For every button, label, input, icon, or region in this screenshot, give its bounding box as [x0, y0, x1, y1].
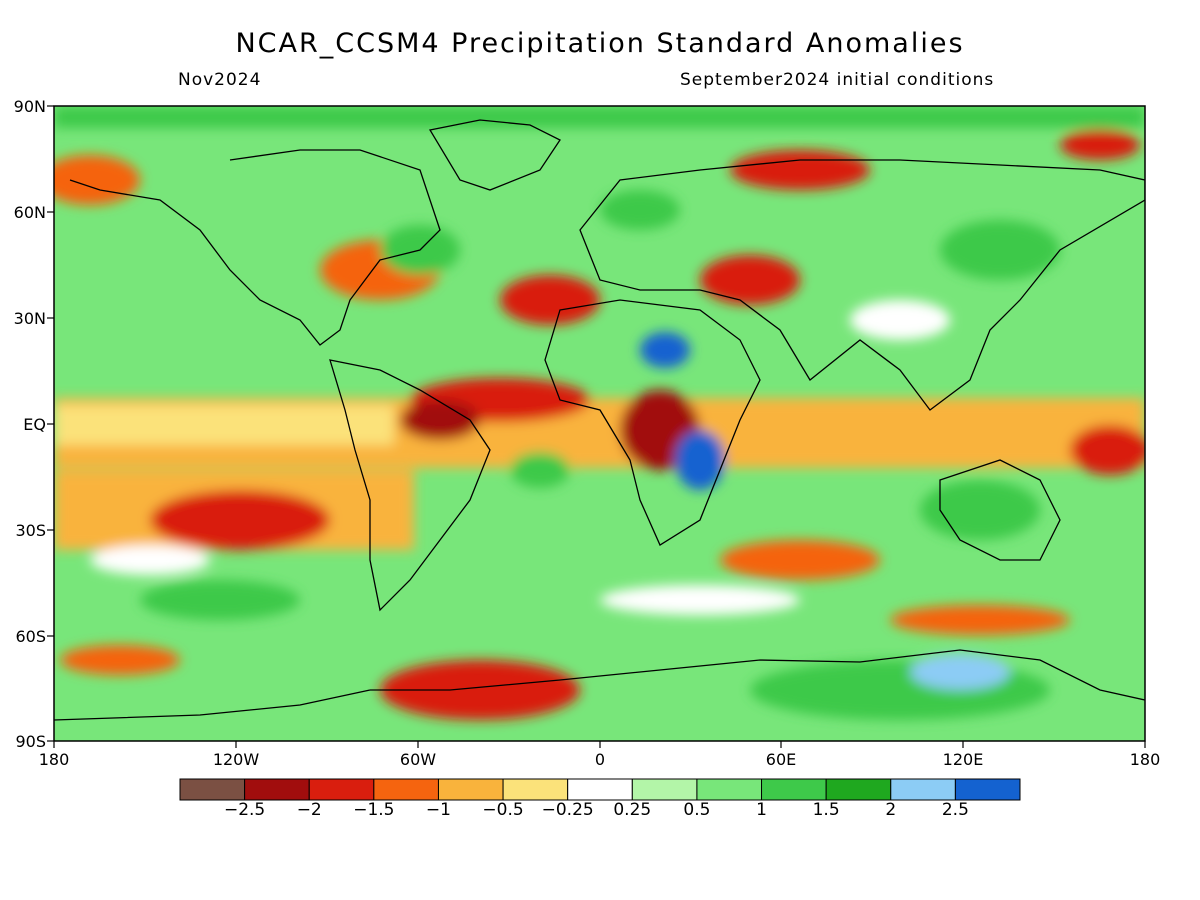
colorbar-label: −0.25: [541, 800, 594, 820]
colorbar-label: 2: [885, 800, 897, 820]
lat-label-90s: 90S: [15, 732, 46, 751]
colorbar-label: −0.5: [482, 800, 524, 820]
lat-label-90n: 90N: [13, 97, 46, 116]
colorbar-label: −2: [296, 800, 322, 820]
colorbar-swatch: [244, 778, 310, 801]
colorbar-label: 0.5: [683, 800, 711, 820]
colorbar-swatch: [890, 778, 956, 801]
valid-month-label: Nov2024: [178, 70, 262, 90]
colorbar: [179, 778, 1021, 801]
colorbar-label: 1: [756, 800, 767, 820]
colorbar-swatch: [631, 778, 698, 801]
lon-label-60w: 60W: [399, 750, 437, 769]
lat-label-30s: 30S: [15, 521, 46, 540]
coastlines: [54, 119, 1145, 721]
lat-label-30n: 30N: [13, 309, 46, 328]
colorbar-label: −2.5: [223, 800, 266, 820]
colorbar-swatch: [761, 778, 827, 801]
colorbar-swatch: [696, 778, 763, 801]
colorbar-label: −1: [425, 800, 451, 820]
lat-label-60s: 60S: [15, 627, 46, 646]
lat-label-60n: 60N: [13, 203, 46, 222]
colorbar-label: 0.25: [613, 800, 652, 820]
colorbar-swatch: [567, 778, 633, 801]
lon-label-120e: 120E: [942, 750, 984, 769]
colorbar-label: −1.5: [353, 800, 395, 820]
colorbar-swatch: [179, 778, 246, 801]
anomaly-field: [54, 106, 1145, 741]
initial-conditions-label: September2024 initial conditions: [680, 70, 995, 90]
lon-label-120w: 120W: [212, 750, 260, 769]
colorbar-swatch: [373, 778, 439, 801]
colorbar-label: 1.5: [812, 800, 840, 820]
lon-label-180e: 180: [1129, 750, 1161, 769]
map-title: NCAR_CCSM4 Precipitation Standard Anomal…: [235, 28, 965, 59]
lon-label-0: 0: [594, 750, 606, 769]
lat-label-eq: EQ: [23, 415, 46, 434]
lon-label-180w: 180: [38, 750, 70, 769]
lon-label-60e: 60E: [765, 750, 797, 769]
colorbar-swatch: [502, 778, 569, 801]
colorbar-swatch: [825, 778, 892, 801]
colorbar-swatch: [437, 778, 504, 801]
colorbar-swatch: [954, 778, 1021, 801]
colorbar-label: 2.5: [941, 800, 969, 820]
colorbar-swatch: [308, 778, 375, 801]
